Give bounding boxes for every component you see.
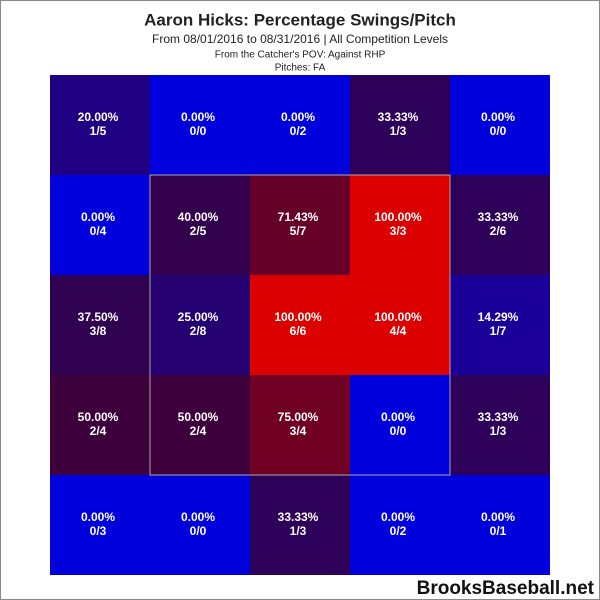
heat-cell [50,175,150,275]
cell-value-label: 33.33% [278,510,319,524]
heat-cell [350,275,450,375]
cell-count-label: 0/0 [190,124,207,138]
cell-count-label: 5/7 [290,224,307,238]
heat-cell [150,475,250,575]
heat-cell [350,75,450,175]
heat-cell [350,375,450,475]
cell-count-label: 2/6 [490,224,507,238]
subtitle: From the Catcher's POV: Against RHP [215,50,386,61]
heat-cell [350,475,450,575]
cell-value-label: 0.00% [181,110,215,124]
cell-count-label: 1/3 [290,524,307,538]
cell-value-label: 100.00% [374,210,422,224]
cell-count-label: 4/4 [390,324,407,338]
watermark: BrooksBaseball.net [417,578,595,599]
cell-count-label: 0/2 [290,124,307,138]
heat-cell [50,475,150,575]
cell-value-label: 20.00% [78,110,119,124]
cell-count-label: 1/3 [390,124,407,138]
cell-count-label: 0/0 [490,124,507,138]
heat-cell [450,475,550,575]
heat-cell [50,75,150,175]
cell-value-label: 37.50% [78,310,119,324]
heat-cell [50,375,150,475]
chart-title: Aaron Hicks: Percentage Swings/Pitch [144,10,456,29]
cell-count-label: 3/8 [90,324,107,338]
heat-cell [450,75,550,175]
cell-value-label: 0.00% [381,510,415,524]
cell-value-label: 33.33% [478,210,519,224]
cell-count-label: 2/5 [190,224,207,238]
cell-count-label: 0/1 [490,524,507,538]
cell-count-label: 2/4 [90,424,107,438]
cell-value-label: 14.29% [478,310,519,324]
heat-cell [450,375,550,475]
cell-value-label: 25.00% [178,310,219,324]
cell-count-label: 1/5 [90,124,107,138]
cell-value-label: 0.00% [481,110,515,124]
cell-count-label: 0/3 [90,524,107,538]
heat-cell [150,175,250,275]
strike-zone [149,174,451,476]
cell-value-label: 33.33% [478,410,519,424]
subtitle: From 08/01/2016 to 08/31/2016 | All Comp… [152,32,448,46]
cell-value-label: 75.00% [278,410,319,424]
cell-count-label: 0/2 [390,524,407,538]
cell-value-label: 0.00% [81,210,115,224]
cell-count-label: 0/0 [390,424,407,438]
cell-count-label: 2/4 [190,424,207,438]
cell-count-label: 6/6 [290,324,307,338]
cell-value-label: 100.00% [374,310,422,324]
heat-cell [250,75,350,175]
cell-value-label: 0.00% [381,410,415,424]
heat-cell [250,475,350,575]
cell-value-label: 71.43% [278,210,319,224]
cell-count-label: 0/4 [90,224,107,238]
heat-cell [150,375,250,475]
cell-value-label: 33.33% [378,110,419,124]
heat-cell [150,275,250,375]
heat-cell [250,175,350,275]
cell-value-label: 40.00% [178,210,219,224]
heat-cell [350,175,450,275]
cell-count-label: 1/3 [490,424,507,438]
cell-value-label: 50.00% [78,410,119,424]
cell-value-label: 0.00% [281,110,315,124]
cell-value-label: 0.00% [481,510,515,524]
heat-cell [250,375,350,475]
heatmap-grid: 20.00%1/50.00%0/00.00%0/233.33%1/30.00%0… [50,75,550,575]
cell-value-label: 0.00% [181,510,215,524]
cell-count-label: 3/4 [290,424,307,438]
cell-count-label: 3/3 [390,224,407,238]
cell-count-label: 0/0 [190,524,207,538]
heat-cell [450,175,550,275]
heat-cell [250,275,350,375]
cell-value-label: 0.00% [81,510,115,524]
heat-cell [150,75,250,175]
cell-count-label: 1/7 [490,324,507,338]
cell-value-label: 50.00% [178,410,219,424]
cell-value-label: 100.00% [274,310,322,324]
cell-count-label: 2/8 [190,324,207,338]
subtitle: Pitches: FA [275,63,326,74]
heat-cell [450,275,550,375]
heat-cell [50,275,150,375]
